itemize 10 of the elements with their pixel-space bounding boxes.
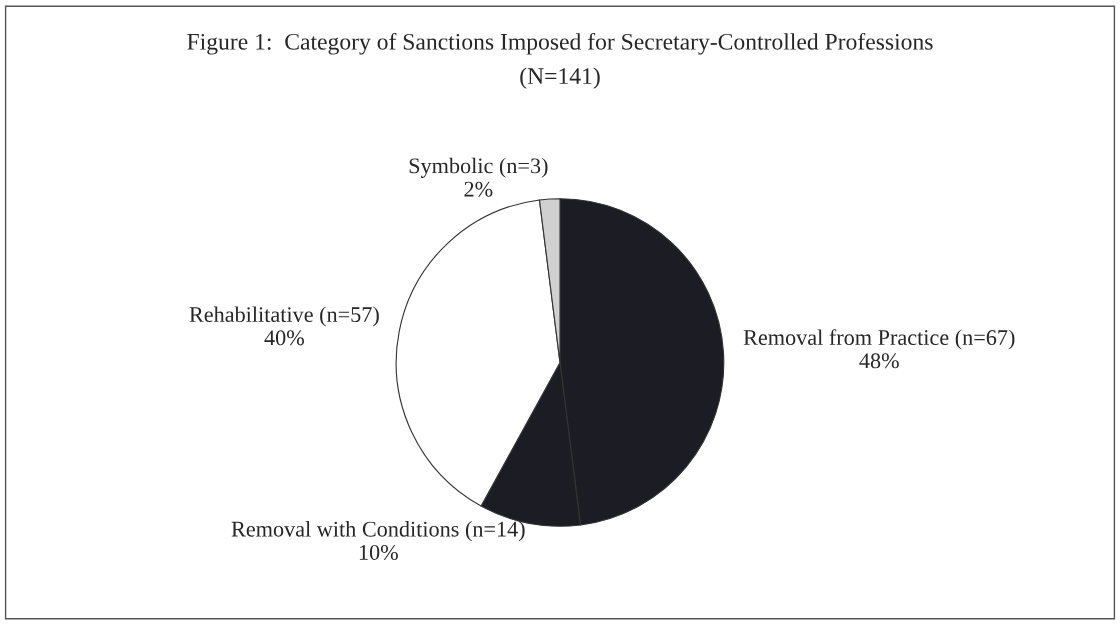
data-label: 10% — [359, 544, 398, 560]
slice-label: Rehabilitative (n=57) — [189, 306, 379, 327]
slice-label: Removal from Practice (n=67) — [743, 329, 1015, 350]
slice-label: Removal with Conditions (n=14) — [231, 521, 525, 542]
data-label: 40% — [264, 330, 304, 346]
chart-subtitle: (N=141) — [520, 67, 600, 89]
data-label: 48% — [859, 353, 899, 369]
slice-label: Symbolic (n=3) — [409, 157, 548, 178]
chart-title: Figure 1: Category of Sanctions Imposed for Secretary-Controlled Professions — [187, 32, 933, 55]
data-label: 2% — [464, 181, 493, 197]
